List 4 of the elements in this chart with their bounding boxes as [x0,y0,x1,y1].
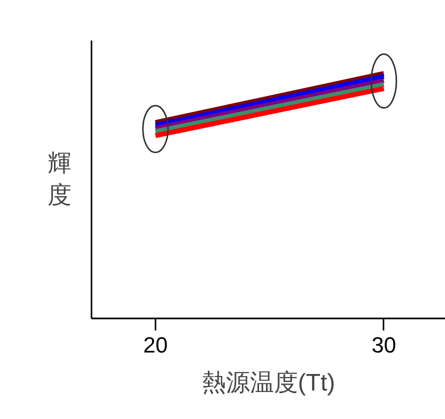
x-tick-label: 20 [143,332,168,358]
x-tick-label: 30 [372,332,396,358]
y-axis-title: 輝度 [48,150,72,210]
x-axis-title: 熱源温度(Tt) [202,370,336,396]
